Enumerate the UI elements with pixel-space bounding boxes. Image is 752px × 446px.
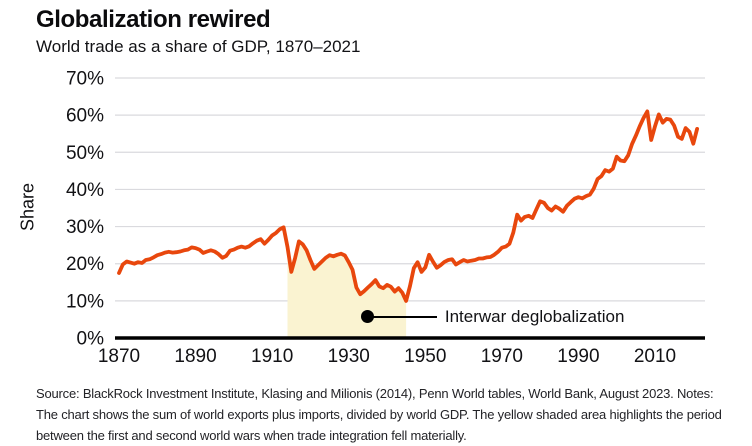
source-notes: Source: BlackRock Investment Institute, … xyxy=(36,383,748,446)
interwar-highlight-area xyxy=(287,241,407,337)
annotation-dot xyxy=(361,310,375,324)
source-line-3: between the first and second world wars … xyxy=(36,428,467,443)
x-tick-label: 1870 xyxy=(98,346,140,367)
x-tick-label: 1990 xyxy=(557,346,599,367)
y-tick-label: 50% xyxy=(66,143,104,164)
x-tick-label: 1910 xyxy=(251,346,293,367)
chart-subtitle: World trade as a share of GDP, 1870–2021 xyxy=(36,37,361,56)
source-line-2: The chart shows the sum of world exports… xyxy=(36,407,722,422)
x-tick-label: 1890 xyxy=(174,346,216,367)
trade-share-line xyxy=(117,109,699,303)
y-axis-title: Share xyxy=(17,182,38,232)
annotation-label: Interwar deglobalization xyxy=(444,306,625,326)
x-tick-label: 1930 xyxy=(328,346,370,367)
y-tick-label: 40% xyxy=(66,180,104,201)
trade-share-line-chart: 0% 10% 20% 30% 40% 50% 60% 70% 1870 1890 1910 1930 1… xyxy=(66,68,705,367)
annotation-leader-line xyxy=(372,315,437,318)
y-tick-label: 0% xyxy=(77,329,105,350)
source-line-1: Source: BlackRock Investment Institute, … xyxy=(36,386,714,401)
x-tick-label: 2010 xyxy=(634,346,676,367)
y-tick-label: 70% xyxy=(66,68,104,89)
y-tick-label: 60% xyxy=(66,106,104,127)
x-tick-label: 1950 xyxy=(404,346,446,367)
y-tick-label: 30% xyxy=(66,217,104,238)
y-tick-label: 20% xyxy=(66,254,104,275)
y-tick-label: 10% xyxy=(66,291,104,312)
x-tick-label: 1970 xyxy=(481,346,523,367)
chart-title: Globalization rewired xyxy=(36,6,271,33)
